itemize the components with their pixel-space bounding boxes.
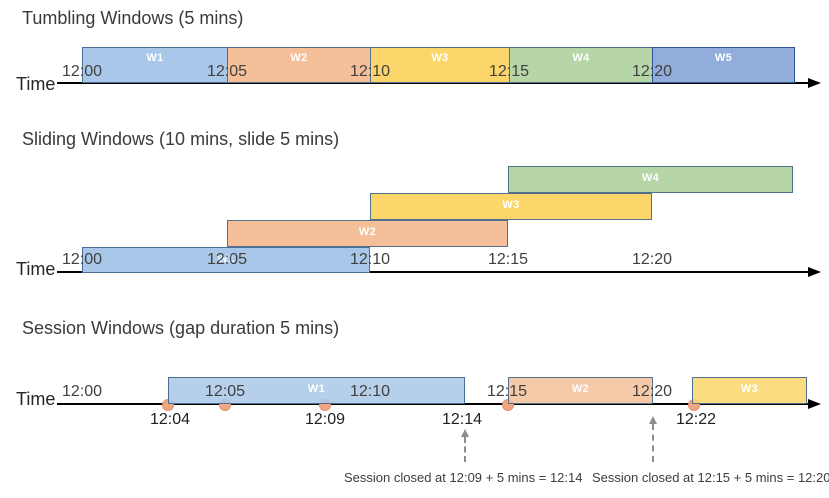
window-label: W1 — [217, 253, 235, 265]
timeline-arrowhead — [808, 78, 821, 88]
window-label: W5 — [714, 52, 733, 64]
window-label: W3 — [740, 383, 759, 395]
time-axis-label: Time — [16, 259, 56, 279]
window-label: W4 — [641, 172, 660, 184]
timeline — [57, 271, 810, 273]
window-bar-w2: W2 — [508, 377, 653, 404]
window-bar-w4: W4 — [508, 166, 793, 193]
window-label: W1 — [307, 383, 326, 395]
tick-label: 12:15 — [486, 383, 528, 400]
tick-label: 12:15 — [488, 63, 530, 80]
event-time-label: 12:14 — [441, 411, 483, 428]
annotation-text: Session closed at 12:09 + 5 mins = 12:14 — [344, 470, 583, 485]
tick-label: 12:15 — [487, 251, 529, 268]
timeline-arrowhead — [808, 267, 821, 277]
dashed-callout-arrow — [464, 437, 466, 462]
diagram-title: Sliding Windows (10 mins, slide 5 mins) — [22, 129, 340, 149]
window-label: W3 — [502, 199, 520, 211]
tick-label: 12:05 — [204, 383, 246, 400]
tick-label: 12:10 — [349, 63, 391, 80]
window-label: W3 — [431, 52, 449, 64]
tick-label: 12:00 — [61, 251, 103, 268]
window-label: W1 — [146, 52, 164, 64]
timeline-arrowhead — [808, 399, 821, 409]
window-bar-w2: W2 — [227, 47, 371, 83]
window-bar-w5: W5 — [652, 47, 795, 83]
tick-label: 12:00 — [61, 63, 103, 80]
timeline — [57, 403, 810, 405]
event-time-label: 12:09 — [304, 411, 346, 428]
window-label: W2 — [358, 226, 377, 238]
tick-label: 12:20 — [631, 251, 673, 268]
tick-label: 12:20 — [631, 383, 673, 400]
window-bar-w3: W3 — [370, 193, 652, 220]
time-axis-label: Time — [16, 389, 56, 409]
diagram-title: Session Windows (gap duration 5 mins) — [22, 318, 340, 338]
window-bar-w1: W1 — [82, 247, 370, 273]
tick-label: 12:10 — [349, 251, 391, 268]
time-axis-label: Time — [16, 74, 56, 94]
window-label: W2 — [571, 383, 590, 395]
callout-arrowhead — [649, 416, 657, 424]
dashed-callout-arrow — [652, 424, 654, 462]
tick-label: 12:05 — [206, 251, 248, 268]
timeline — [57, 82, 810, 84]
window-label: W4 — [572, 52, 590, 64]
window-bar-w1: W1 — [82, 47, 228, 83]
event-time-label: 12:04 — [149, 411, 191, 428]
tick-label: 12:00 — [61, 383, 103, 400]
window-bar-w2: W2 — [227, 220, 508, 247]
annotation-text: Session closed at 12:15 + 5 mins = 12:20 — [592, 470, 829, 485]
event-time-label: 12:22 — [675, 411, 717, 428]
window-label: W2 — [290, 52, 308, 64]
tick-label: 12:05 — [206, 63, 248, 80]
callout-arrowhead — [461, 429, 469, 437]
tick-label: 12:20 — [631, 63, 673, 80]
diagram-title: Tumbling Windows (5 mins) — [22, 8, 244, 28]
tumbling-section: Tumbling Windows (5 mins) Time W1 W2 W3 … — [0, 0, 829, 120]
window-bar-w1: W1 — [168, 377, 465, 404]
window-bar-w3: W3 — [692, 377, 807, 404]
tick-label: 12:10 — [349, 383, 391, 400]
window-bar-w3: W3 — [370, 47, 510, 83]
